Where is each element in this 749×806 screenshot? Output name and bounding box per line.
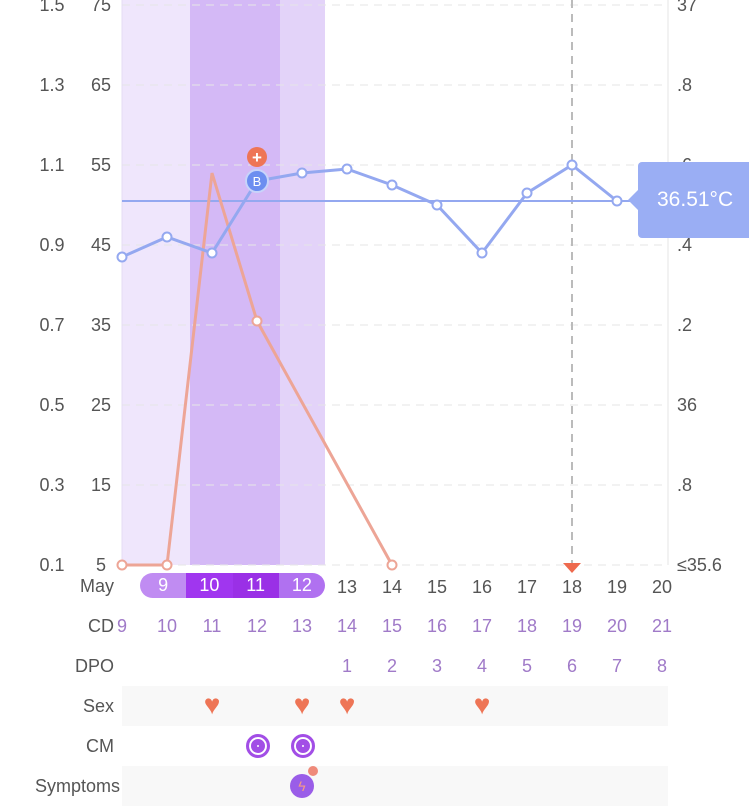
dpo-value: 4 xyxy=(476,656,487,676)
lh-point xyxy=(386,559,398,571)
symptoms-row-bg xyxy=(122,766,668,806)
value-tick: 25 xyxy=(91,395,111,415)
date-label: 20 xyxy=(652,577,672,597)
cervical-mucus-icon[interactable] xyxy=(246,734,270,758)
lh-tick: 0.5 xyxy=(39,395,64,415)
dpo-label: DPO xyxy=(74,656,114,676)
heart-icon[interactable]: ♥ xyxy=(338,689,356,720)
sex-label: Sex xyxy=(82,696,114,716)
date-label: 17 xyxy=(517,577,537,597)
cycle-day: 15 xyxy=(381,616,403,636)
cycle-day: 9 xyxy=(116,616,127,636)
cycle-day: 17 xyxy=(471,616,493,636)
lh-tick: 1.3 xyxy=(39,75,64,95)
temp-tick: .8 xyxy=(677,475,692,495)
cycle-day: 18 xyxy=(516,616,538,636)
value-tick: 5 xyxy=(96,555,106,575)
temperature-point xyxy=(611,195,623,207)
date-9[interactable]: 9 xyxy=(140,573,187,598)
lh-point xyxy=(116,559,128,571)
lh-peak-icon xyxy=(247,147,267,167)
date-label: 14 xyxy=(382,577,402,597)
temperature-point xyxy=(476,247,488,259)
dpo-value: 1 xyxy=(341,656,352,676)
temperature-point xyxy=(566,159,578,171)
peak-shade xyxy=(190,0,280,565)
dpo-value: 8 xyxy=(656,656,667,676)
temperature-point xyxy=(116,251,128,263)
month-label: May xyxy=(79,576,114,596)
date-label: 16 xyxy=(472,577,492,597)
value-tick: 55 xyxy=(91,155,111,175)
cycle-day: 11 xyxy=(202,616,222,636)
date-label: 13 xyxy=(337,577,357,597)
cycle-day: 14 xyxy=(336,616,358,636)
lh-point xyxy=(251,315,263,327)
cycle-day: 13 xyxy=(291,616,313,636)
temp-tick: ≤35.6 xyxy=(677,555,722,575)
lh-peak-plus: + xyxy=(252,148,262,167)
value-tick: 15 xyxy=(91,475,111,495)
temp-tick: 36 xyxy=(677,395,697,415)
temperature-point xyxy=(206,247,218,259)
cycle-day: 21 xyxy=(651,616,673,636)
dpo-value: 3 xyxy=(431,656,442,676)
temp-tick: 37 xyxy=(677,0,697,15)
lh-tick: 1.1 xyxy=(39,155,64,175)
sex-row-bg xyxy=(122,686,668,726)
date-10[interactable]: 10 xyxy=(186,573,233,598)
chart-canvas: 0.1 5 ≤35.6 0.3 15 .8 0.5 25 36 0.7 35 .2 0.9 45 .4 1.1… xyxy=(39,0,722,597)
cycle-day: 16 xyxy=(426,616,448,636)
date-label: 15 xyxy=(427,577,447,597)
lh-tick: 0.3 xyxy=(39,475,64,495)
temperature-point xyxy=(296,167,308,179)
heart-icon[interactable]: ♥ xyxy=(203,689,221,720)
value-tick: 45 xyxy=(91,235,111,255)
lh-line xyxy=(122,172,394,567)
temperature-point xyxy=(431,199,443,211)
value-tick: 65 xyxy=(91,75,111,95)
date-label: 19 xyxy=(607,577,627,597)
symptom-dot-icon xyxy=(308,766,318,776)
fertile-shade-end xyxy=(280,0,325,565)
lh-point xyxy=(161,559,173,571)
dpo-value: 7 xyxy=(611,656,622,676)
dpo-value: 2 xyxy=(386,656,397,676)
cycle-day: 10 xyxy=(156,616,178,636)
date-12[interactable]: 12 xyxy=(278,573,325,598)
date-label: 18 xyxy=(562,577,582,597)
date-11[interactable]: 11 xyxy=(232,573,279,598)
lh-tick: 1.5 xyxy=(39,0,64,15)
temperature-line xyxy=(121,163,618,259)
cycle-day: 19 xyxy=(561,616,583,636)
cd-label: CD xyxy=(88,616,114,636)
dpo-value: 5 xyxy=(521,656,532,676)
symptom-icon[interactable]: ϟ xyxy=(290,774,314,798)
cervical-mucus-icon[interactable] xyxy=(291,734,315,758)
value-tick: 35 xyxy=(91,315,111,335)
temp-tick: .4 xyxy=(677,235,692,255)
fertile-window-pill: 9 10 11 12 xyxy=(140,573,325,598)
temperature-point xyxy=(341,163,353,175)
temperature-point xyxy=(521,187,533,199)
cycle-day: 20 xyxy=(606,616,628,636)
temperature-point xyxy=(386,179,398,191)
temperature-point xyxy=(161,231,173,243)
selected-day-marker-icon xyxy=(563,563,581,573)
lh-tick: 0.9 xyxy=(39,235,64,255)
value-tick: 75 xyxy=(91,0,111,15)
dpo-value: 6 xyxy=(566,656,577,676)
temp-tick: .8 xyxy=(677,75,692,95)
temperature-tooltip: 36.51°C xyxy=(628,162,749,238)
lh-tick: 0.7 xyxy=(39,315,64,335)
lh-tick: 0.1 xyxy=(39,555,64,575)
heart-icon[interactable]: ♥ xyxy=(473,689,491,720)
heart-icon[interactable]: ♥ xyxy=(293,689,311,720)
temp-tick: .2 xyxy=(677,315,692,335)
cm-label: CM xyxy=(86,736,114,756)
cycle-day: 12 xyxy=(246,616,268,636)
ovulation-marker-label: B xyxy=(253,174,262,189)
ovulation-marker-icon xyxy=(245,169,269,193)
symptoms-label: Symptoms xyxy=(34,776,120,796)
